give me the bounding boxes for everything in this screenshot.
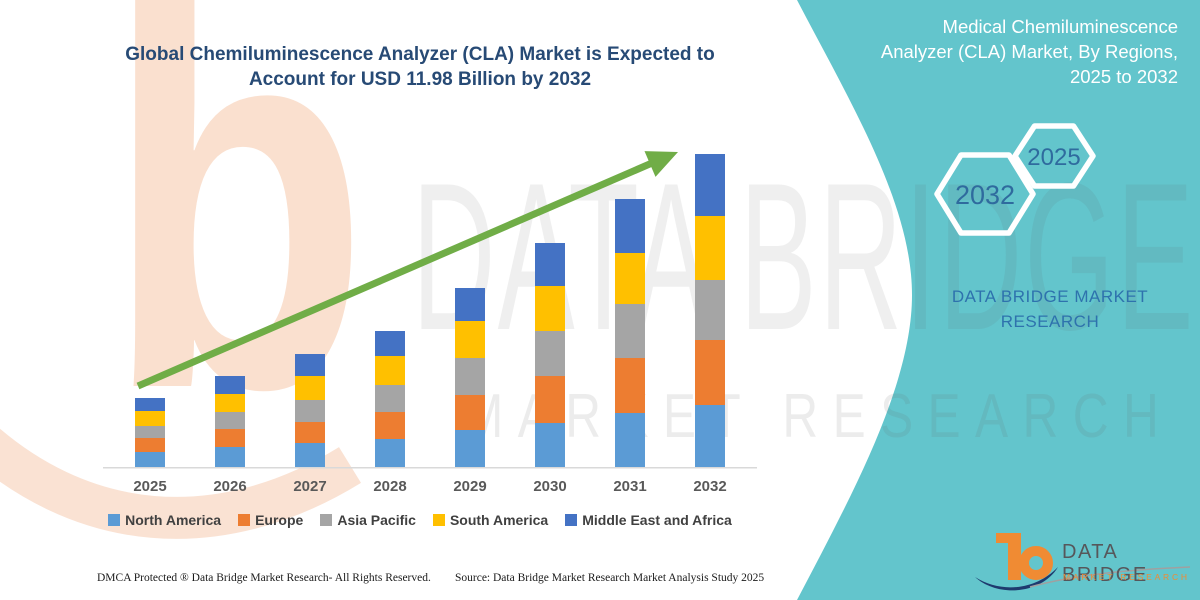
bar-segment-asia-pacific <box>615 303 645 359</box>
bar-2026 <box>215 375 245 467</box>
footer-dmca: DMCA Protected ® Data Bridge Market Rese… <box>97 572 431 584</box>
bar-segment-europe <box>135 438 165 453</box>
x-label-2031: 2031 <box>613 478 647 495</box>
bar-segment-europe <box>375 412 405 439</box>
right-title-line2: Analyzer (CLA) Market, By Regions, <box>880 41 1178 62</box>
bar-segment-south-america <box>375 356 405 386</box>
legend-label: Europe <box>255 512 304 528</box>
bar-2031 <box>615 198 645 467</box>
bar-segment-middle-east-and-africa <box>295 354 325 377</box>
bar-segment-south-america <box>215 393 245 412</box>
bar-segment-middle-east-and-africa <box>535 243 565 287</box>
x-label-2026: 2026 <box>213 478 247 495</box>
legend-swatch-icon <box>320 514 333 526</box>
brand-text-line2: RESEARCH <box>1000 312 1100 331</box>
brand-text: DATA BRIDGE MARKET RESEARCH <box>920 284 1180 334</box>
bar-2030 <box>535 243 565 467</box>
footer-source: Source: Data Bridge Market Research Mark… <box>455 572 765 584</box>
bar-segment-europe <box>535 376 565 424</box>
bar-segment-middle-east-and-africa <box>135 398 165 412</box>
bar-segment-asia-pacific <box>695 279 725 341</box>
legend-label: South America <box>449 512 549 528</box>
bar-2029 <box>455 287 485 467</box>
right-title-line1: Medical Chemiluminescence <box>942 16 1178 37</box>
chart-legend: North America Europe Asia Pacific South Ame… <box>40 512 800 528</box>
bar-segment-south-america <box>695 215 725 280</box>
right-title-line3: 2025 to 2032 <box>1069 66 1178 87</box>
legend-swatch-icon <box>238 514 251 526</box>
bar-segment-south-america <box>455 320 485 358</box>
legend-label: Middle East and Africa <box>582 512 732 528</box>
page-title-line2: Account for USD 11.98 Billion by 2032 <box>248 69 592 90</box>
x-label-2025: 2025 <box>133 478 167 495</box>
brand-text-line1: DATA BRIDGE MARKET <box>951 287 1149 306</box>
bar-segment-europe <box>455 394 485 430</box>
bar-2032 <box>695 154 725 467</box>
bar-segment-asia-pacific <box>215 411 245 429</box>
legend-label: Asia Pacific <box>337 512 416 528</box>
page-title: Global Chemiluminescence Analyzer (CLA) … <box>90 42 750 92</box>
bar-segment-north-america <box>295 443 325 467</box>
bar-segment-north-america <box>535 423 565 467</box>
x-label-2030: 2030 <box>533 478 567 495</box>
teal-chevron-shape <box>797 0 1200 600</box>
bar-2028 <box>375 331 405 467</box>
legend-swatch-icon <box>432 514 445 526</box>
bar-segment-middle-east-and-africa <box>695 154 725 216</box>
bar-segment-asia-pacific <box>455 357 485 395</box>
legend-item-middle-east-and-africa: Middle East and Africa <box>565 512 732 528</box>
bar-segment-north-america <box>615 412 645 467</box>
bar-2027 <box>295 354 325 467</box>
x-label-2029: 2029 <box>453 478 487 495</box>
bar-segment-north-america <box>215 446 245 467</box>
right-panel-title: Medical Chemiluminescence Analyzer (CLA)… <box>868 14 1178 89</box>
bar-segment-europe <box>695 340 725 406</box>
x-label-2032: 2032 <box>693 478 727 495</box>
bar-segment-north-america <box>135 452 165 467</box>
x-label-2028: 2028 <box>373 478 407 495</box>
bar-segment-europe <box>215 428 245 447</box>
legend-swatch-icon <box>108 514 121 526</box>
legend-item-north-america: North America <box>108 512 221 528</box>
bar-segment-europe <box>295 422 325 443</box>
x-label-2027: 2027 <box>293 478 327 495</box>
bar-segment-middle-east-and-africa <box>375 331 405 357</box>
bar-segment-south-america <box>135 411 165 427</box>
legend-item-south-america: South America <box>432 512 549 528</box>
bar-segment-south-america <box>535 286 565 332</box>
bar-segment-asia-pacific <box>375 385 405 413</box>
bar-segment-middle-east-and-africa <box>215 375 245 394</box>
bar-segment-south-america <box>295 376 325 401</box>
bar-segment-asia-pacific <box>295 400 325 423</box>
logo-subtitle: MARKET RESEARCH <box>1063 572 1190 582</box>
bar-segment-north-america <box>375 439 405 467</box>
legend-item-europe: Europe <box>238 512 303 528</box>
bar-segment-asia-pacific <box>135 426 165 439</box>
bar-segment-asia-pacific <box>535 331 565 377</box>
bar-segment-europe <box>615 358 645 413</box>
bar-segment-north-america <box>455 429 485 467</box>
bar-segment-middle-east-and-africa <box>455 287 485 321</box>
bar-segment-middle-east-and-africa <box>615 198 645 254</box>
bar-segment-north-america <box>695 405 725 467</box>
page-title-line1: Global Chemiluminescence Analyzer (CLA) … <box>125 44 715 65</box>
legend-swatch-icon <box>565 514 578 526</box>
bar-2025 <box>135 398 165 467</box>
bar-segment-south-america <box>615 253 645 304</box>
legend-label: North America <box>125 512 222 528</box>
legend-item-asia-pacific: Asia Pacific <box>320 512 416 528</box>
